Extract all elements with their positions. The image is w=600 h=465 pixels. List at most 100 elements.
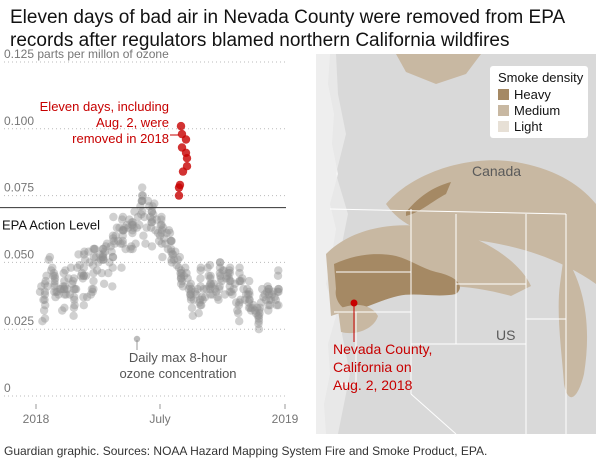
x-tick-label: 2018	[23, 412, 50, 426]
data-point	[178, 282, 188, 291]
data-point	[137, 196, 147, 206]
data-point	[84, 247, 93, 256]
data-point	[106, 242, 115, 251]
data-point	[196, 263, 205, 272]
data-point	[51, 292, 60, 302]
data-point	[190, 287, 200, 296]
data-point	[215, 258, 225, 267]
data-point	[99, 279, 109, 288]
data-point	[60, 290, 69, 299]
data-point	[263, 282, 272, 291]
data-point	[108, 263, 117, 272]
data-point	[99, 255, 108, 264]
data-point	[64, 274, 73, 283]
data-point	[200, 292, 210, 302]
data-point	[56, 284, 66, 294]
data-point	[159, 223, 168, 232]
data-point	[150, 199, 159, 208]
data-point	[272, 301, 281, 310]
data-point	[194, 309, 203, 318]
data-point	[214, 295, 223, 304]
data-point	[225, 263, 235, 272]
data-point	[167, 247, 176, 256]
data-point	[251, 309, 261, 318]
legend-swatch-light	[498, 121, 509, 132]
data-point	[253, 311, 263, 320]
data-point	[235, 276, 244, 286]
map-label-nevada-county: Nevada County, California on Aug. 2, 201…	[333, 341, 433, 393]
data-point	[68, 276, 78, 286]
data-point	[235, 298, 244, 307]
data-point	[243, 290, 253, 299]
data-point	[108, 252, 118, 262]
data-point	[137, 196, 146, 206]
data-point	[82, 292, 92, 302]
legend-item-heavy: Heavy	[498, 87, 551, 102]
y-tick-label: 0.025	[4, 314, 34, 328]
data-point	[157, 226, 167, 235]
data-point	[131, 239, 140, 248]
legend-item-light: Light	[498, 119, 542, 134]
removed-days-annotation-line: Eleven days, including	[40, 99, 169, 114]
data-point	[40, 290, 50, 299]
legend-label-medium: Medium	[514, 103, 561, 118]
data-point	[244, 303, 254, 312]
data-point	[60, 284, 69, 294]
data-point	[71, 284, 80, 294]
data-point	[166, 244, 176, 254]
data-point	[176, 279, 186, 288]
data-point	[245, 276, 254, 286]
data-point	[161, 239, 170, 248]
data-point	[118, 226, 127, 235]
data-point	[69, 311, 78, 320]
data-point	[50, 287, 59, 296]
data-point	[249, 301, 258, 310]
data-point	[274, 284, 283, 294]
data-point	[245, 290, 254, 299]
data-point	[109, 236, 119, 246]
data-point	[259, 292, 268, 302]
data-point	[158, 252, 167, 262]
nevada-county-marker	[350, 299, 358, 307]
data-point	[59, 284, 69, 294]
data-point	[264, 287, 273, 296]
data-point	[244, 298, 253, 307]
smoke-north	[396, 54, 481, 84]
data-point	[79, 301, 89, 310]
data-point	[236, 295, 245, 304]
data-point	[205, 282, 214, 291]
data-point	[81, 271, 91, 280]
data-point	[59, 268, 68, 278]
data-point	[114, 236, 123, 246]
data-point	[147, 207, 157, 216]
data-point	[146, 223, 156, 232]
data-point	[39, 295, 48, 304]
data-point	[166, 236, 175, 246]
data-point	[79, 271, 88, 280]
y-tick-label: 0	[4, 381, 11, 395]
data-point	[60, 282, 69, 291]
data-point	[210, 284, 220, 294]
data-point	[89, 268, 98, 278]
data-point	[186, 287, 196, 296]
data-point	[254, 311, 264, 320]
data-point	[53, 287, 62, 296]
data-point	[264, 284, 273, 294]
data-point	[206, 271, 215, 280]
data-point	[133, 212, 143, 222]
data-point	[143, 196, 153, 206]
data-point	[169, 255, 179, 264]
data-point	[132, 223, 141, 232]
data-point	[153, 228, 163, 238]
data-point	[109, 212, 118, 222]
data-point	[187, 303, 197, 312]
data-point	[181, 263, 190, 272]
data-point	[63, 284, 72, 294]
epa-action-label: EPA Action Level	[2, 218, 100, 233]
data-point	[254, 314, 263, 323]
data-point	[202, 284, 211, 294]
data-point	[233, 306, 242, 315]
data-point	[112, 223, 122, 232]
data-point	[55, 284, 65, 294]
legend-swatch-medium	[498, 105, 509, 116]
